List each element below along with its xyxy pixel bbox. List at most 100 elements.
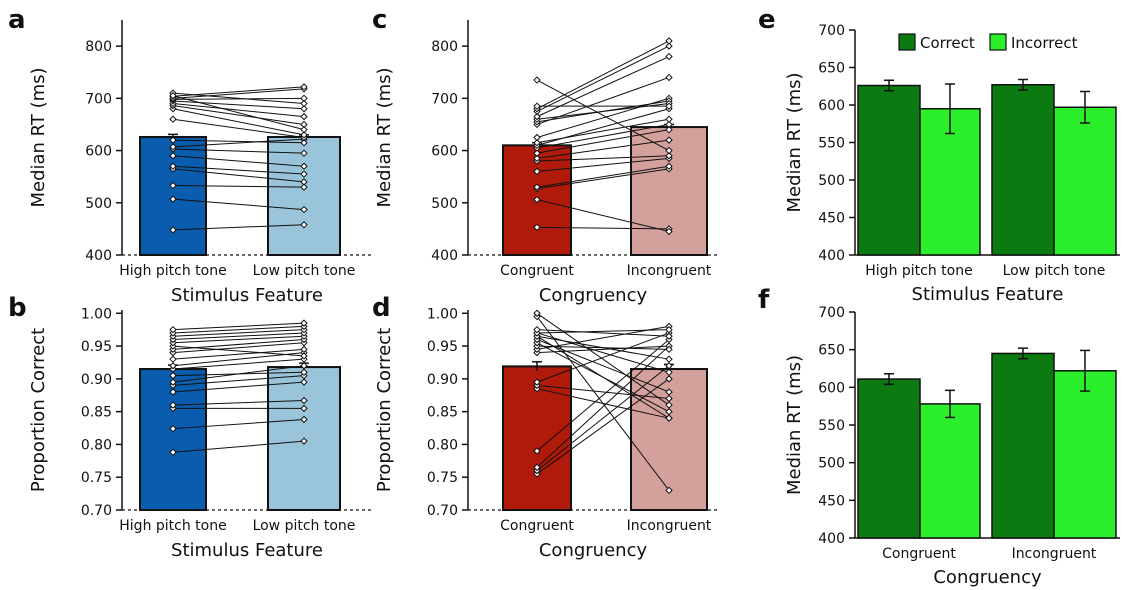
participant-marker [533,139,541,147]
participant-marker [665,102,673,110]
y-tick-label: 700 [431,91,458,107]
participant-marker [169,371,177,380]
x-tick-label: Congruent [500,518,574,534]
participant-line [536,226,670,230]
participant-line [172,138,305,148]
participant-marker [300,131,308,139]
panel-f: f 400 450 500 550 600 650 700 Median RT (ms) Cong… [758,285,1120,588]
panel-e: e 400 450 500 550 600 650 700 Median RT (ms) High… [758,5,1120,305]
participant-line [172,95,305,131]
y-tick-label: 700 [85,91,112,107]
participant-marker [533,76,541,84]
participant-marker [300,149,308,157]
y-tick-label: 450 [818,211,845,227]
participant-marker [665,52,673,61]
participant-marker [300,415,308,424]
participant-marker [665,227,673,236]
participant-marker [300,125,308,134]
participant-line [172,88,305,99]
participant-marker [300,178,308,186]
participant-line [536,312,670,406]
participant-line [536,79,670,151]
participant-line [172,399,305,406]
y-tick-label: 400 [818,531,845,547]
participant-marker [665,368,673,377]
y-tick-label: 0.70 [427,503,458,519]
participant-marker [665,42,673,50]
participant-marker [533,378,541,386]
panel-letter: b [8,293,27,323]
participant-marker [665,486,673,495]
y-tick-label: 600 [818,380,845,396]
y-tick-label: 800 [85,39,112,55]
participant-line [172,332,305,341]
x-axis-label: Stimulus Feature [912,284,1064,305]
y-axis-label: Median RT (ms) [784,355,805,495]
panel-letter: c [372,5,387,35]
legend-label-incorrect: Incorrect [1011,34,1078,52]
x-tick-label: Incongruent [627,518,712,534]
panel-letter: a [8,5,26,35]
participant-marker [300,352,308,360]
participant-line [172,168,305,183]
y-tick-label: 600 [85,144,112,160]
participant-line [172,155,305,167]
participant-marker [169,195,177,203]
participant-line [172,329,305,337]
participant-line [172,419,305,430]
panel-letter: f [758,285,770,315]
x-tick-label: Low pitch tone [253,263,356,279]
participant-line [536,335,670,419]
participant-line [172,325,305,334]
bar-correct [857,378,921,539]
participant-marker [665,355,673,363]
x-tick-label: Congruent [882,546,956,562]
participant-line [536,199,670,232]
participant-line [172,342,305,354]
participant-marker [169,115,177,123]
participant-marker [300,170,308,178]
legend-label-correct: Correct [920,34,975,52]
y-tick-label: 0.90 [81,372,112,388]
participant-line [536,332,670,383]
y-tick-label: 400 [818,248,845,264]
participant-line [172,118,305,138]
y-tick-label: 0.85 [427,405,458,421]
participant-line [172,105,305,125]
bar-correct [991,84,1055,256]
y-tick-label: 500 [85,196,112,212]
y-axis-label: Median RT (ms) [784,72,805,212]
participant-line [172,348,305,360]
participant-marker [169,152,177,160]
y-axis-label: Proportion Correct [28,328,49,492]
participant-line [536,157,670,172]
y-tick-label: 0.90 [427,372,458,388]
participant-line [172,352,305,367]
y-tick-label: 0.95 [427,339,458,355]
participant-line [172,148,305,154]
participant-marker [665,115,673,123]
participant-marker [300,183,308,191]
participant-marker [665,388,673,396]
participant-marker [169,226,177,234]
participant-line [172,358,305,370]
participant-marker [533,149,541,157]
x-tick-label: High pitch tone [119,518,226,534]
participant-marker [665,375,673,383]
participant-marker [169,362,177,370]
participant-marker [665,152,673,160]
participant-marker [300,112,308,121]
participant-marker [169,181,177,190]
y-tick-label: 1.00 [81,306,112,322]
y-tick-label: 800 [431,39,458,55]
y-tick-label: 0.95 [81,339,112,355]
participant-line [536,45,670,112]
legend: Correct Incorrect [898,33,1078,52]
y-tick-label: 0.75 [81,470,112,486]
x-tick-label: Low pitch tone [253,518,356,534]
participant-line [536,168,670,190]
participant-marker [300,162,308,170]
y-axis-label: Median RT (ms) [374,67,395,207]
participant-line [536,332,670,373]
participant-marker [169,162,177,170]
